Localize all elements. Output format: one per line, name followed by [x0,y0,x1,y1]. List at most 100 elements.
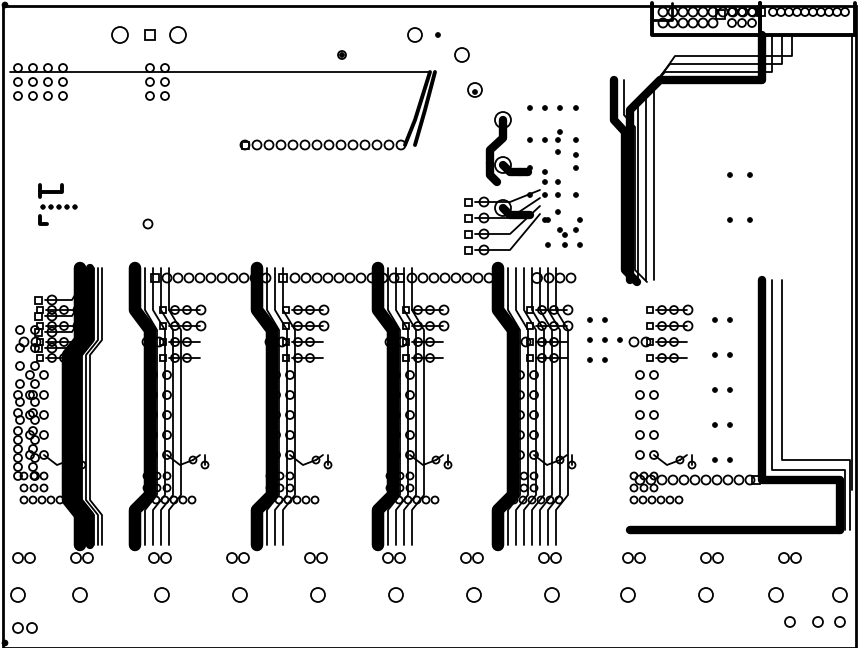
Circle shape [712,457,717,463]
Bar [283,323,289,329]
Circle shape [728,388,733,393]
Circle shape [472,89,478,95]
Circle shape [574,165,578,170]
Circle shape [557,106,563,111]
Bar [283,307,289,313]
Bar [160,307,166,313]
Circle shape [543,179,547,185]
Bar [647,323,653,329]
Bar [465,198,472,205]
Circle shape [556,150,561,154]
Bar [34,345,41,351]
Bar [34,312,41,319]
Circle shape [728,353,733,358]
Bar [160,339,166,345]
Circle shape [618,338,623,343]
Bar [752,476,760,484]
Bar [241,141,248,148]
Circle shape [574,152,578,157]
Circle shape [574,227,578,233]
Bar [403,355,409,361]
Circle shape [73,205,77,209]
Circle shape [543,106,547,111]
Circle shape [577,218,582,222]
Circle shape [574,137,578,143]
Circle shape [712,353,717,358]
Circle shape [49,205,53,209]
Circle shape [2,640,8,646]
Circle shape [339,52,344,58]
Bar [34,297,41,303]
Bar [527,307,533,313]
Circle shape [556,179,561,185]
Circle shape [543,137,547,143]
Bar [647,355,653,361]
Circle shape [563,242,568,248]
Bar [527,323,533,329]
Circle shape [543,192,547,198]
Circle shape [712,422,717,428]
Bar [37,339,43,345]
Bar [647,307,653,313]
Bar [757,8,765,16]
Circle shape [602,358,607,362]
Bar [283,355,289,361]
Circle shape [728,218,733,222]
Bar [37,307,43,313]
Circle shape [64,205,70,209]
Bar [403,339,409,345]
Circle shape [574,106,578,111]
Bar [145,30,155,40]
Bar [716,10,724,19]
Bar [465,246,472,253]
Bar [151,274,159,282]
Circle shape [728,172,733,178]
Circle shape [527,192,533,198]
Bar [527,355,533,361]
Circle shape [728,318,733,323]
Circle shape [545,218,551,222]
Circle shape [712,318,717,323]
Circle shape [40,205,46,209]
Bar [37,355,43,361]
Circle shape [577,242,582,248]
Circle shape [556,192,561,198]
Circle shape [602,338,607,343]
Circle shape [563,233,568,238]
Bar [403,307,409,313]
Bar [465,214,472,222]
Circle shape [747,218,752,222]
Bar [465,231,472,238]
Circle shape [728,457,733,463]
Bar [279,274,287,282]
Circle shape [588,338,593,343]
Circle shape [545,242,551,248]
Circle shape [588,358,593,362]
Bar [396,274,404,282]
Circle shape [728,422,733,428]
Circle shape [57,205,61,209]
Circle shape [527,137,533,143]
Bar [37,323,43,329]
Circle shape [602,318,607,323]
Circle shape [527,213,533,218]
Bar [647,339,653,345]
Circle shape [588,318,593,323]
Bar [403,323,409,329]
Circle shape [556,137,561,143]
Circle shape [574,192,578,198]
Circle shape [436,32,441,38]
Bar [283,339,289,345]
Circle shape [557,227,563,233]
Bar [160,355,166,361]
Circle shape [747,172,752,178]
Circle shape [557,130,563,135]
Circle shape [556,209,561,214]
Circle shape [543,170,547,174]
Circle shape [527,165,533,170]
Circle shape [543,218,547,222]
Circle shape [2,2,8,8]
Bar [34,329,41,336]
Circle shape [527,106,533,111]
Circle shape [712,388,717,393]
